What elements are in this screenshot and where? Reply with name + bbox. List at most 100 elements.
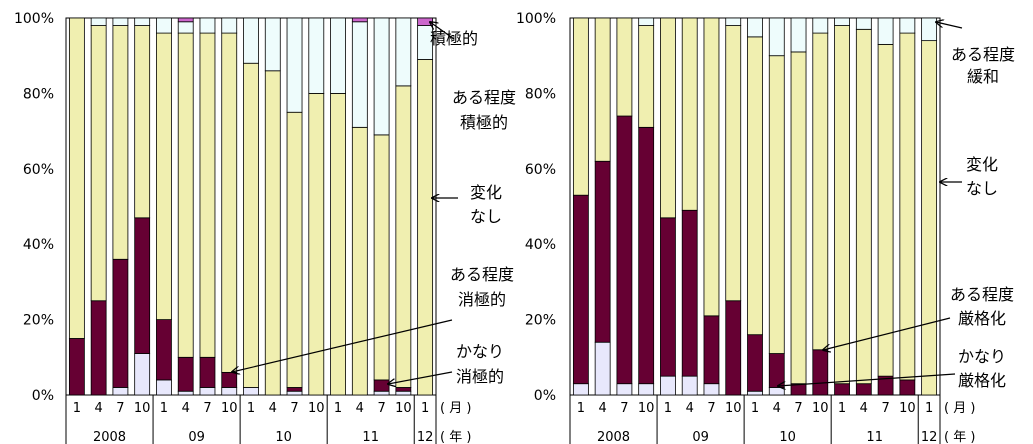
x-year-label: 09 — [188, 430, 205, 444]
x-month-label: 7 — [116, 401, 124, 416]
bar-segment — [877, 17, 894, 45]
bar-segment — [351, 21, 368, 128]
bar-segment — [725, 17, 742, 26]
x-month-label: 4 — [860, 401, 868, 416]
x-month-label: 4 — [773, 401, 781, 416]
bar-segment — [638, 126, 655, 385]
x-month-label: 4 — [269, 401, 277, 416]
bar-segment — [134, 17, 151, 26]
bar-segment — [330, 93, 346, 396]
x-month-label: 4 — [182, 401, 190, 416]
bar-segment — [681, 375, 698, 396]
bar-segment — [899, 379, 916, 396]
bar-segment — [199, 17, 216, 34]
y-tick-label: 100% — [516, 11, 556, 27]
bar-segment — [156, 32, 172, 320]
year-unit-label: ( 年 ) — [944, 430, 975, 444]
bar-segment — [638, 17, 655, 26]
bar-segment — [638, 383, 655, 396]
bar-segment — [660, 217, 676, 377]
series-annotation: 緩和 — [967, 67, 999, 86]
x-month-label: 1 — [73, 401, 81, 416]
bar-segment — [199, 356, 216, 388]
bar-segment — [834, 17, 850, 26]
x-month-label: 1 — [838, 401, 846, 416]
bar-segment — [747, 334, 763, 392]
x-month-label: 10 — [899, 401, 916, 416]
bar-segment — [616, 115, 633, 385]
bar-segment — [921, 40, 938, 396]
bar-segment — [768, 353, 785, 388]
x-month-label: 10 — [725, 401, 742, 416]
bar-segment — [899, 17, 916, 34]
bar-segment — [68, 17, 85, 339]
bar-segment — [243, 62, 259, 388]
bar-segment — [681, 17, 698, 211]
bar-segment — [286, 390, 303, 396]
annotation-arrow — [778, 373, 956, 386]
bar-segment — [616, 383, 633, 396]
right-chart: 0%20%40%60%80%100%1 4 7 10 1 4 7 10 1 4 7 10 1 4 7 10 12… — [516, 11, 1015, 444]
x-month-label: 1 — [247, 401, 255, 416]
bar-segment — [572, 17, 589, 196]
series-annotation: なし — [966, 179, 998, 198]
series-annotation: 消極的 — [456, 367, 504, 386]
bar-segment — [112, 25, 129, 260]
annotation-arrow — [232, 319, 453, 372]
bar-segment — [834, 25, 850, 385]
bar-segment — [768, 17, 785, 57]
bar-segment — [177, 17, 194, 23]
x-month-label: 1 — [925, 401, 933, 416]
bar-segment — [221, 17, 238, 34]
series-annotation: かなり — [456, 342, 504, 361]
bar-segment — [264, 17, 281, 72]
bar-segment — [703, 17, 720, 317]
series-annotation: 変化 — [966, 155, 998, 174]
x-year-label: 10 — [779, 430, 796, 444]
bar-segment — [156, 17, 172, 34]
x-month-label: 4 — [95, 401, 103, 416]
bar-segment — [286, 387, 303, 392]
x-month-label: 4 — [356, 401, 364, 416]
x-month-label: 7 — [794, 401, 802, 416]
x-month-label: 7 — [203, 401, 211, 416]
annotation-arrow — [823, 317, 951, 350]
x-month-label: 10 — [221, 401, 238, 416]
bar-segment — [373, 390, 390, 396]
y-tick-label: 0% — [534, 388, 556, 404]
bar-segment — [855, 17, 872, 30]
series-annotation: 消極的 — [458, 290, 506, 309]
bar-segment — [199, 387, 216, 396]
bar-segment — [68, 338, 85, 396]
series-annotation: ある程度 — [950, 285, 1014, 304]
x-month-label: 7 — [707, 401, 715, 416]
x-year-label: 11 — [866, 430, 883, 444]
x-month-label: 4 — [599, 401, 607, 416]
bar-segment — [594, 160, 611, 343]
y-tick-label: 0% — [32, 388, 54, 404]
bar-segment — [308, 17, 325, 94]
x-month-label: 10 — [638, 401, 655, 416]
annotation-arrow — [936, 22, 963, 29]
bar-segment — [221, 32, 238, 373]
annotation-arrow — [430, 22, 455, 40]
bar-segment — [768, 55, 785, 354]
bar-segment — [395, 387, 412, 392]
bar-segment — [660, 375, 676, 396]
bar-segment — [243, 387, 259, 396]
bar-segment — [834, 383, 850, 396]
y-tick-label: 60% — [23, 162, 54, 178]
bar-segment — [373, 17, 390, 136]
bar-segment — [638, 25, 655, 128]
bar-segment — [747, 390, 763, 396]
bar-segment — [264, 70, 281, 396]
x-year-label: 2008 — [597, 430, 630, 444]
bar-segment — [177, 390, 194, 396]
x-year-label: 2008 — [93, 430, 126, 444]
bar-segment — [134, 25, 151, 219]
bar-segment — [90, 25, 107, 302]
month-unit-label: ( 月 ) — [944, 401, 975, 416]
bar-segment — [134, 353, 151, 396]
bar-segment — [177, 32, 194, 358]
